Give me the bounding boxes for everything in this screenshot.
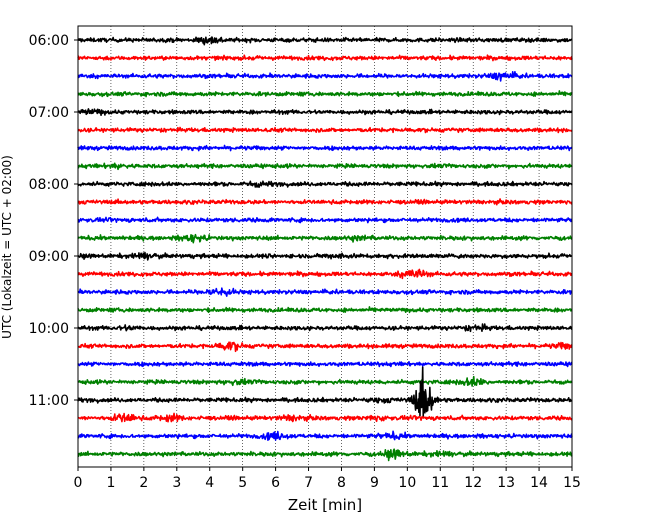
trace-0645 xyxy=(77,90,573,98)
y-axis-label: UTC (Lokalzeit = UTC + 02:00) xyxy=(0,155,14,339)
x-tick-label: 3 xyxy=(172,475,181,491)
trace-1015 xyxy=(77,341,573,353)
trace-0815 xyxy=(77,198,573,206)
trace-1100 xyxy=(77,366,573,417)
trace-0845 xyxy=(77,233,573,244)
trace-0800 xyxy=(77,180,573,188)
trace-0600 xyxy=(77,36,573,46)
y-tick-label: 10:00 xyxy=(29,321,69,337)
trace-0715 xyxy=(77,126,573,134)
x-axis-ticks: 0 1 2 3 4 5 6 7 8 9 10 11 12 13 14 15 xyxy=(74,467,581,491)
trace-0930 xyxy=(77,287,573,297)
trace-1130 xyxy=(77,430,573,441)
y-tick-label: 11:00 xyxy=(29,393,69,409)
x-tick-label: 0 xyxy=(74,475,83,491)
x-tick-label: 7 xyxy=(304,475,313,491)
trace-0945 xyxy=(77,306,573,314)
y-tick-label: 06:00 xyxy=(29,33,69,49)
trace-0915 xyxy=(77,268,573,280)
trace-0630 xyxy=(77,70,573,82)
x-tick-label: 6 xyxy=(271,475,280,491)
x-tick-label: 15 xyxy=(563,475,581,491)
y-axis-ticks: 06:00 07:00 08:00 09:00 10:00 11:00 xyxy=(29,33,78,409)
trace-0900 xyxy=(77,251,573,261)
trace-0700 xyxy=(77,108,573,117)
x-tick-label: 4 xyxy=(205,475,214,491)
x-axis-label: Zeit [min] xyxy=(288,496,362,514)
x-tick-label: 2 xyxy=(139,475,148,491)
trace-1115 xyxy=(77,412,573,423)
trace-0730 xyxy=(77,144,573,152)
x-tick-label: 11 xyxy=(431,475,449,491)
y-tick-label: 09:00 xyxy=(29,249,69,265)
x-tick-label: 13 xyxy=(497,475,515,491)
trace-1000 xyxy=(77,323,573,333)
y-tick-label: 08:00 xyxy=(29,177,69,193)
trace-0830 xyxy=(77,216,573,224)
x-tick-label: 14 xyxy=(530,475,548,491)
plot-frame xyxy=(77,25,573,468)
x-tick-label: 10 xyxy=(398,475,416,491)
x-tick-label: 9 xyxy=(370,475,379,491)
trace-0615 xyxy=(77,54,573,62)
seismic-traces xyxy=(77,36,573,462)
trace-1045 xyxy=(77,375,573,387)
x-tick-label: 5 xyxy=(238,475,247,491)
y-tick-label: 07:00 xyxy=(29,105,69,121)
trace-1030 xyxy=(77,360,573,368)
trace-0745 xyxy=(77,162,573,171)
x-tick-label: 8 xyxy=(337,475,346,491)
x-tick-label: 1 xyxy=(106,475,115,491)
trace-1145 xyxy=(77,448,573,462)
x-tick-label: 12 xyxy=(464,475,482,491)
